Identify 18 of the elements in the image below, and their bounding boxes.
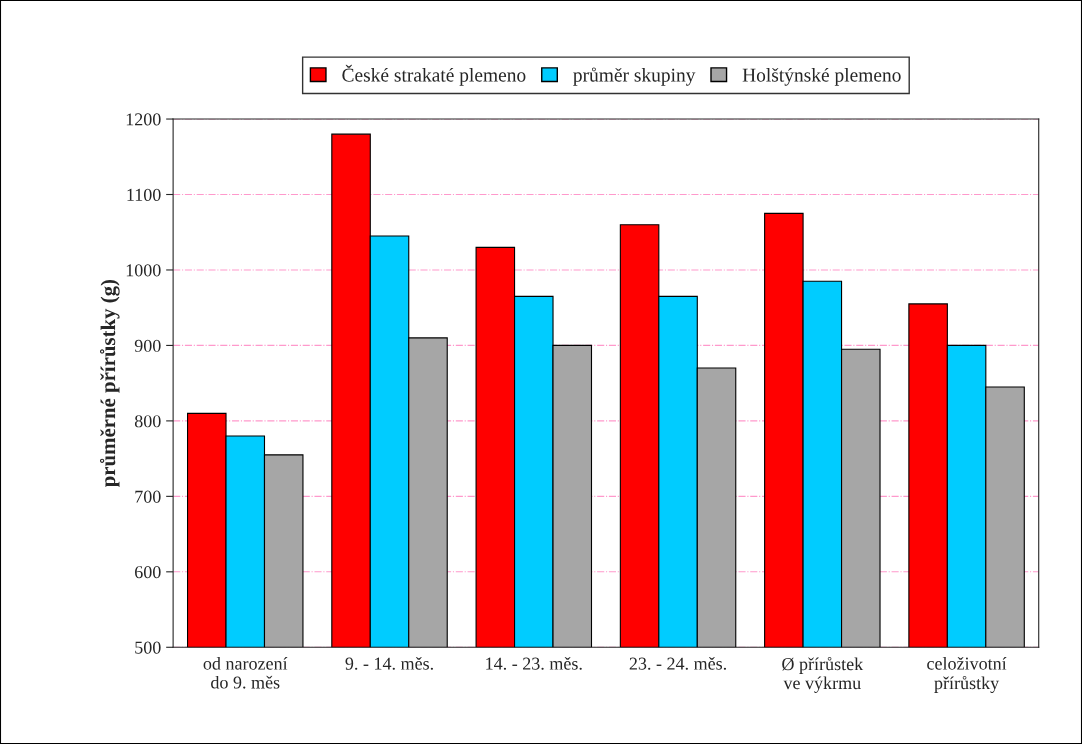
x-tick-label: 9. - 14. měs. (345, 656, 433, 670)
x-tick-label: od narození do 9. měs (203, 656, 288, 689)
x-tick-label: celoživotní přírůstky (927, 656, 1007, 693)
x-tick-label: 14. - 23. měs. (486, 656, 582, 670)
x-tick-label: 23. - 24. měs. (629, 656, 727, 670)
legend-label: průměr skupiny (573, 67, 696, 86)
legend-label: České strakaté plemeno (342, 64, 526, 86)
y-tick-label: 1200 (126, 113, 161, 126)
y-tick-label: 500 (135, 641, 161, 654)
y-tick-label: 900 (134, 339, 161, 352)
y-tick-label: 800 (134, 415, 161, 428)
y-axis-title: průměrné přírůstky (g) (99, 279, 120, 488)
x-tick-label: Ø přírůstek ve výkrmu (782, 657, 864, 693)
y-tick-label: 700 (135, 490, 161, 503)
y-tick-label: 1100 (127, 188, 161, 201)
y-tick-label: 1000 (126, 264, 161, 277)
y-tick-label: 600 (135, 566, 161, 579)
legend-label: Holštýnské plemeno (742, 67, 901, 86)
